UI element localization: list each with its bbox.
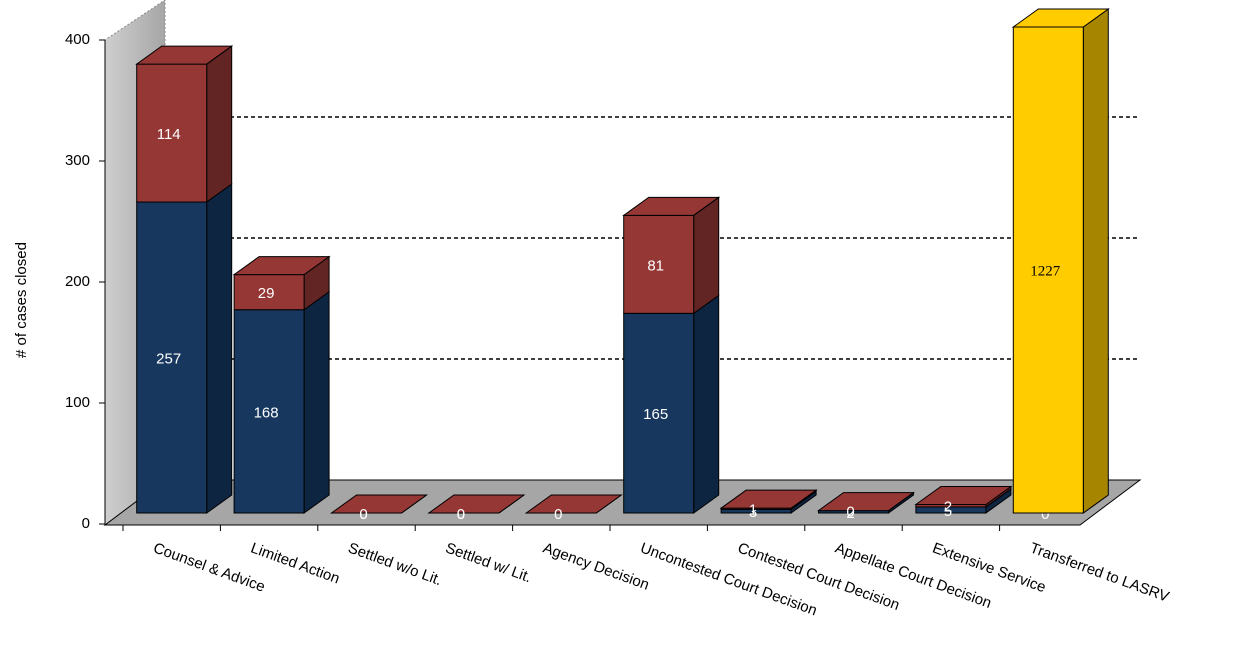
bar [623,312,695,514]
bar-side [693,294,720,514]
data-label: 2 [846,505,854,522]
data-label: 1227 [1030,263,1061,279]
bar-top [329,494,429,514]
bar-side [1082,8,1109,514]
y-tick-label: 300 [65,152,90,169]
data-label: 165 [643,406,668,423]
bar-top [1011,8,1110,28]
data-label: 0 [554,506,562,523]
bar-side [303,290,330,514]
y-tick-label: 0 [82,515,90,532]
data-label: 257 [156,350,181,367]
bar-side [206,45,233,204]
bar-side [206,183,233,514]
data-label: 0 [457,506,465,523]
bar-top [914,486,1013,506]
x-tick-label: Counsel & Advice [151,540,267,596]
x-tick-label: Appellate Court Decision [833,540,994,612]
data-label: 5 [944,503,952,520]
bar-top [524,494,623,514]
data-label: 0 [359,506,367,523]
data-label: 81 [647,257,664,274]
bar-top [427,494,526,514]
bar-top [135,45,234,65]
data-label: 29 [258,285,275,302]
bar [233,309,305,514]
bar [136,63,208,203]
bar-side [693,196,720,315]
data-label: 0 [359,506,367,523]
bar-top [232,256,331,276]
data-label: 0 [1041,506,1049,523]
bar-top [622,196,721,216]
data-label: 114 [157,126,181,143]
data-label: 0 [846,504,854,521]
y-tick-label: 100 [65,394,90,411]
x-tick-label: Transferred to LASRV [1028,540,1172,606]
data-label: 0 [457,506,465,523]
x-tick-label: Agency Decision [541,540,652,594]
x-tick-label: Settled w/ Lit. [443,540,533,587]
x-tick-label: Settled w/o Lit. [346,540,444,590]
data-label: 3 [749,504,757,521]
data-label: 1 [749,502,757,519]
data-label: 2 [944,499,952,516]
data-label: 168 [254,404,279,421]
x-tick-label: Uncontested Court Decision [638,540,819,620]
bar [136,201,208,514]
y-tick-label: 200 [65,273,90,290]
bar [623,214,695,314]
bar-top [719,489,818,509]
y-tick-label: 400 [65,31,90,48]
bar [1012,26,1084,514]
bar-top [816,492,916,512]
y-axis-label: # of cases closed [13,242,30,358]
